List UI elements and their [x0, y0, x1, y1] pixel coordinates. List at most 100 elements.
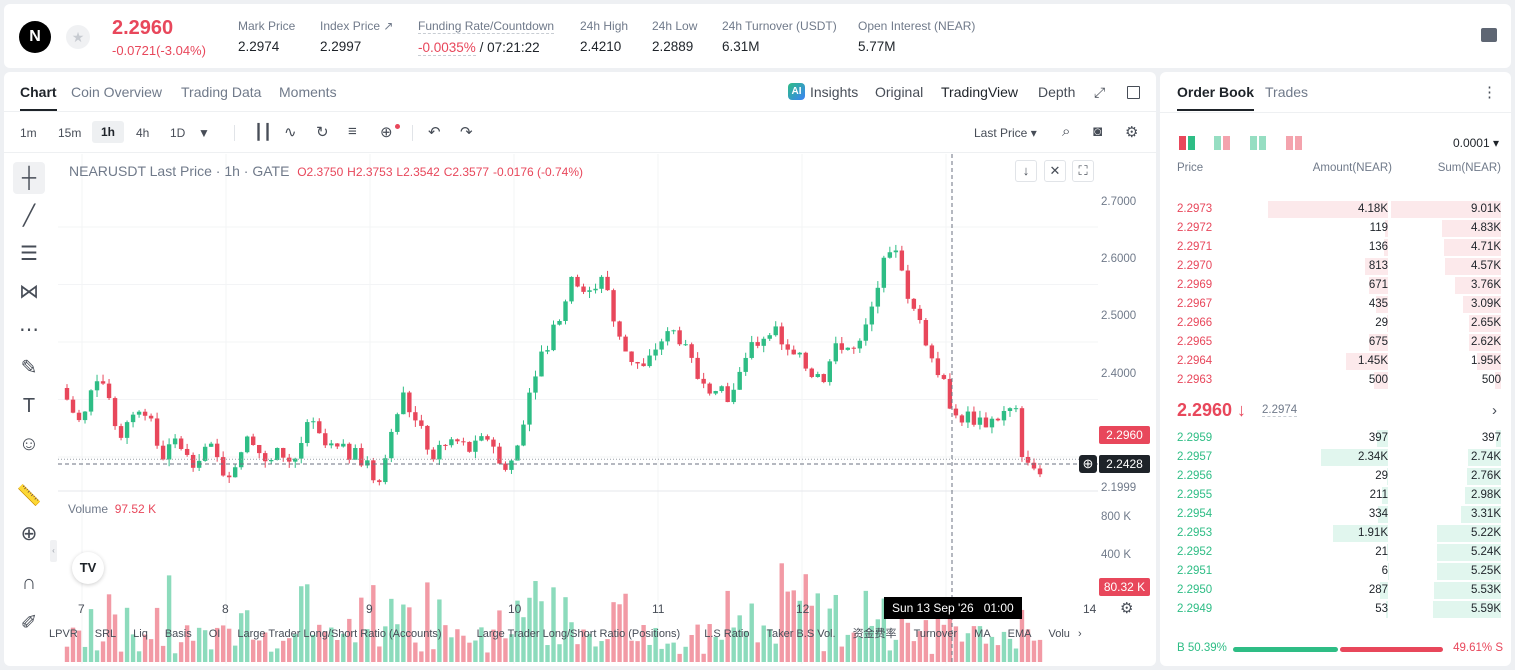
order-row[interactable]: 2.2955 211 2.98K [1160, 486, 1511, 505]
more-options-icon[interactable]: ⋮ [1482, 84, 1497, 101]
tab-chart[interactable]: Chart [20, 84, 57, 111]
view-insights[interactable]: Insights [810, 84, 859, 100]
collapse-toolbar-handle[interactable]: ‹ [50, 540, 57, 562]
replay-icon[interactable]: ↻ [316, 124, 329, 141]
volume-bar [371, 585, 376, 662]
interval-dropdown-icon[interactable]: ▼ [198, 126, 210, 140]
book-icon[interactable] [1481, 28, 1497, 42]
index-price-stat[interactable]: Index Price ↗ 2.2997 [320, 19, 394, 54]
brush-tool-icon[interactable]: ✎ [20, 357, 38, 379]
horizontal-lines-tool-icon[interactable]: ☰ [20, 243, 38, 265]
order-row[interactable]: 2.2971 136 4.71K [1160, 238, 1511, 257]
view-asks-icon[interactable] [1286, 136, 1302, 150]
indicator-item[interactable]: OI [208, 628, 221, 640]
trendline-tool-icon[interactable]: ╱ [22, 205, 36, 227]
view-split-icon[interactable] [1214, 136, 1230, 150]
ruler-tool-icon[interactable]: 📏 [16, 485, 42, 507]
magnet-tool-icon[interactable]: ∩ [21, 572, 37, 594]
order-row[interactable]: 2.2953 1.91K 5.22K [1160, 524, 1511, 543]
order-row[interactable]: 2.2952 21 5.24K [1160, 543, 1511, 562]
order-row[interactable]: 2.2957 2.34K 2.74K [1160, 448, 1511, 467]
indicator-item[interactable]: EMA [1007, 628, 1032, 640]
crosshair-tool-icon[interactable]: ┼ [13, 162, 45, 194]
emoji-tool-icon[interactable]: ☺ [18, 433, 40, 455]
view-both-icon[interactable] [1179, 136, 1195, 150]
add-alert-icon[interactable]: ⊕ [1079, 455, 1097, 473]
redo-icon[interactable]: ↷ [460, 124, 473, 141]
order-row[interactable]: 2.2973 4.18K 9.01K [1160, 200, 1511, 219]
indicator-item[interactable]: Liq [133, 628, 148, 640]
candle-body [869, 306, 875, 325]
price-type-select[interactable]: Last Price ▾ [974, 126, 1037, 140]
interval-1h[interactable]: 1h [92, 121, 125, 143]
order-row[interactable]: 2.2972 119 4.83K [1160, 219, 1511, 238]
indicator-item[interactable]: SRL [94, 628, 117, 640]
tab-moments[interactable]: Moments [279, 84, 337, 100]
indicator-item[interactable]: LPVR [49, 628, 78, 640]
order-row[interactable]: 2.2951 6 5.25K [1160, 562, 1511, 581]
indicator-item[interactable]: Turnover [913, 628, 958, 640]
tab-order-book[interactable]: Order Book [1177, 84, 1255, 111]
amount-bar [1381, 487, 1388, 504]
order-row[interactable]: 2.2965 675 2.62K [1160, 333, 1511, 352]
order-row[interactable]: 2.2963 500 500 [1160, 371, 1511, 390]
indicators-icon[interactable]: ∿ [284, 124, 297, 141]
view-depth[interactable]: Depth [1038, 84, 1076, 100]
view-bids-icon[interactable] [1250, 136, 1266, 150]
precision-select[interactable]: 0.0001 ▾ [1452, 136, 1499, 150]
order-row[interactable]: 2.2959 397 397 [1160, 429, 1511, 448]
text-tool-icon[interactable]: T [22, 395, 36, 417]
fullscreen-icon[interactable] [1127, 86, 1140, 99]
order-row[interactable]: 2.2966 29 2.65K [1160, 314, 1511, 333]
chevron-right-icon[interactable]: › [1492, 402, 1497, 419]
order-row[interactable]: 2.2956 29 2.76K [1160, 467, 1511, 486]
candlestick-chart[interactable] [58, 154, 1098, 664]
view-tradingview[interactable]: TradingView [941, 84, 1019, 100]
scroll-down-icon[interactable]: ↓ [1015, 160, 1037, 182]
indicator-item[interactable]: 资金费率 [852, 628, 897, 640]
search-icon[interactable]: ⌕ [1062, 123, 1071, 140]
indicator-next-icon[interactable]: › [1077, 628, 1082, 640]
tab-trading-data[interactable]: Trading Data [181, 84, 262, 100]
indicator-item[interactable]: L.S Ratio [704, 628, 750, 640]
templates-icon[interactable]: ≡ [348, 123, 357, 140]
order-row[interactable]: 2.2950 287 5.53K [1160, 581, 1511, 600]
order-row[interactable]: 2.2954 334 3.31K [1160, 505, 1511, 524]
pencil-lock-icon[interactable]: ✐ [20, 612, 38, 634]
tab-trades[interactable]: Trades [1265, 84, 1309, 100]
camera-icon[interactable]: ◙ [1093, 123, 1103, 140]
indicator-item[interactable]: Large Trader Long/Short Ratio (Accounts) [237, 628, 442, 640]
funding-rate-stat[interactable]: Funding Rate/Countdown -0.0035% / 07:21:2… [418, 19, 555, 56]
maximize-icon[interactable]: ⛶ [1072, 160, 1094, 182]
order-row[interactable]: 2.2970 813 4.57K [1160, 257, 1511, 276]
indicator-item[interactable]: Taker B.S Vol. [766, 628, 836, 640]
order-row[interactable]: 2.2969 671 3.76K [1160, 276, 1511, 295]
interval-4h[interactable]: 4h [136, 126, 150, 140]
interval-15m[interactable]: 15m [58, 126, 82, 140]
pattern-tool-icon[interactable]: ⋈ [19, 281, 39, 303]
order-row[interactable]: 2.2967 435 3.09K [1160, 295, 1511, 314]
undo-icon[interactable]: ↶ [428, 124, 441, 141]
interval-1m[interactable]: 1m [20, 126, 37, 140]
tab-coin-overview[interactable]: Coin Overview [71, 84, 163, 100]
zoom-tool-icon[interactable]: ⊕ [20, 523, 38, 545]
volume-bar [863, 590, 869, 662]
settings-gear-icon[interactable]: ⚙ [1125, 124, 1139, 141]
volume-bar [359, 597, 364, 662]
add-indicator-icon[interactable]: ⊕ [380, 124, 393, 141]
indicator-item[interactable]: Basis [164, 628, 192, 640]
volume-bar [767, 629, 772, 662]
view-original[interactable]: Original [875, 84, 924, 100]
candle-type-icon[interactable]: ┃┃ [254, 124, 273, 141]
favorite-star-icon[interactable]: ★ [66, 25, 90, 49]
indicator-item[interactable]: Volu [1048, 628, 1070, 640]
fib-tool-icon[interactable]: ⋯ [19, 319, 39, 341]
interval-1d[interactable]: 1D [170, 126, 186, 140]
order-row[interactable]: 2.2964 1.45K 1.95K [1160, 352, 1511, 371]
collapse-icon[interactable]: ✕ [1044, 160, 1066, 182]
indicator-item[interactable]: MA [974, 628, 991, 640]
indicator-item[interactable]: Large Trader Long/Short Ratio (Positions… [476, 628, 681, 640]
chart-settings-icon[interactable]: ⚙ [1120, 600, 1134, 617]
order-row[interactable]: 2.2949 53 5.59K [1160, 600, 1511, 619]
expand-icon[interactable]: ⤢ [1094, 84, 1106, 100]
